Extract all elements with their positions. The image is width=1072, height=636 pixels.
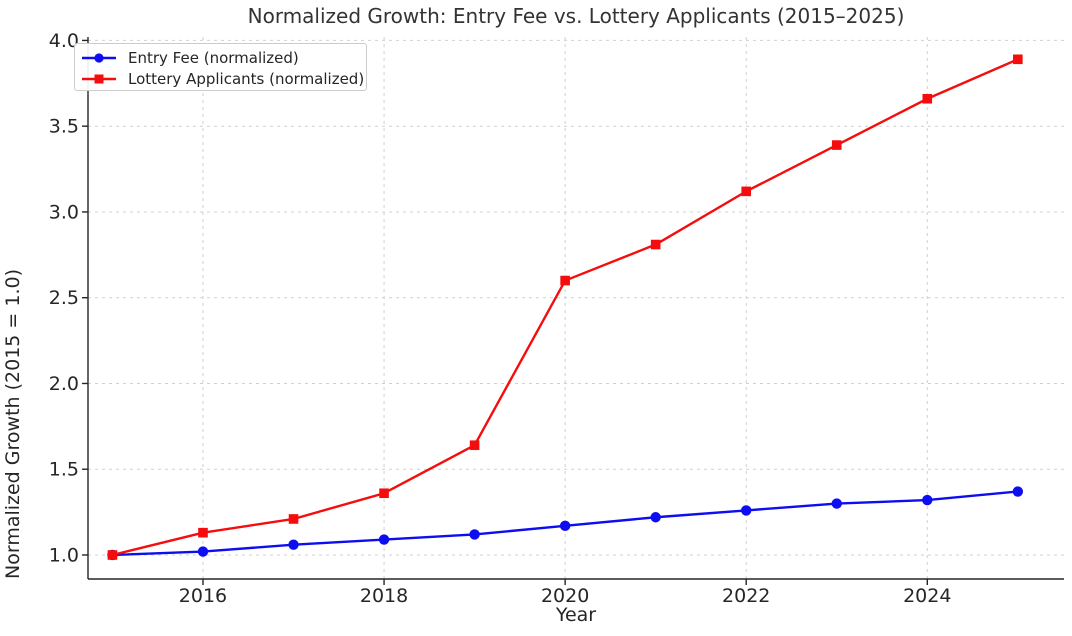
lottery-applicants-data-point [922, 93, 933, 104]
entry-fee-data-point [650, 512, 661, 523]
y-tick-label: 3.5 [49, 116, 79, 138]
lottery-applicants-data-point [379, 488, 389, 499]
legend-label-entry-fee: Entry Fee (normalized) [128, 48, 299, 67]
legend: Entry Fee (normalized) Lottery Applicant… [74, 43, 367, 91]
x-tick-label: 2024 [903, 585, 951, 607]
y-tick-label: 4.0 [49, 30, 79, 52]
entry-fee-data-point [288, 539, 299, 550]
axes [82, 37, 1064, 585]
y-tick-label: 2.5 [49, 287, 79, 309]
y-tick-label: 1.0 [49, 544, 79, 566]
entry-fee-series [107, 486, 1024, 561]
x-tick-label: 2016 [179, 585, 227, 607]
lottery-applicants-data-point [107, 550, 118, 560]
legend-item-lottery-applicants: Lottery Applicants (normalized) [81, 68, 364, 89]
y-tick-label: 2.0 [49, 373, 79, 395]
x-tick-label: 2020 [541, 585, 589, 607]
lottery-applicants-data-point [650, 239, 661, 250]
entry-fee-data-point [378, 534, 390, 545]
line-square-swatch-icon [82, 74, 116, 83]
legend-item-entry-fee: Entry Fee (normalized) [81, 47, 360, 68]
y-tick-label: 3.0 [49, 201, 79, 223]
lottery-applicants-series [107, 54, 1023, 560]
entry-fee-data-point [922, 494, 933, 506]
x-axis-label: Year [555, 604, 597, 626]
entry-fee-data-point [741, 505, 752, 516]
lottery-applicants-data-point [469, 440, 480, 451]
lottery-applicants-data-point [741, 186, 752, 197]
x-tick-label: 2022 [722, 585, 770, 607]
lottery-applicants-data-point [831, 140, 842, 150]
lottery-applicants-data-point [1013, 54, 1023, 65]
grid [88, 37, 1064, 579]
entry-fee-data-point [831, 498, 842, 509]
y-tick-label: 1.5 [49, 459, 79, 481]
line-circle-swatch-icon [82, 52, 116, 63]
entry-fee-data-point [1012, 486, 1024, 497]
y-axis-label: Normalized Growth (2015 = 1.0) [2, 269, 24, 579]
x-tick-label: 2018 [360, 585, 408, 607]
entry-fee-data-point [559, 520, 571, 532]
entry-fee-data-point [197, 546, 209, 557]
entry-fee-data-point [469, 529, 480, 540]
chart-title: Normalized Growth: Entry Fee vs. Lottery… [247, 4, 905, 28]
lottery-applicants-data-point [560, 275, 570, 286]
lottery-applicants-data-point [288, 514, 299, 524]
legend-label-lottery-applicants: Lottery Applicants (normalized) [128, 69, 365, 88]
lottery-applicants-data-point [198, 527, 208, 538]
